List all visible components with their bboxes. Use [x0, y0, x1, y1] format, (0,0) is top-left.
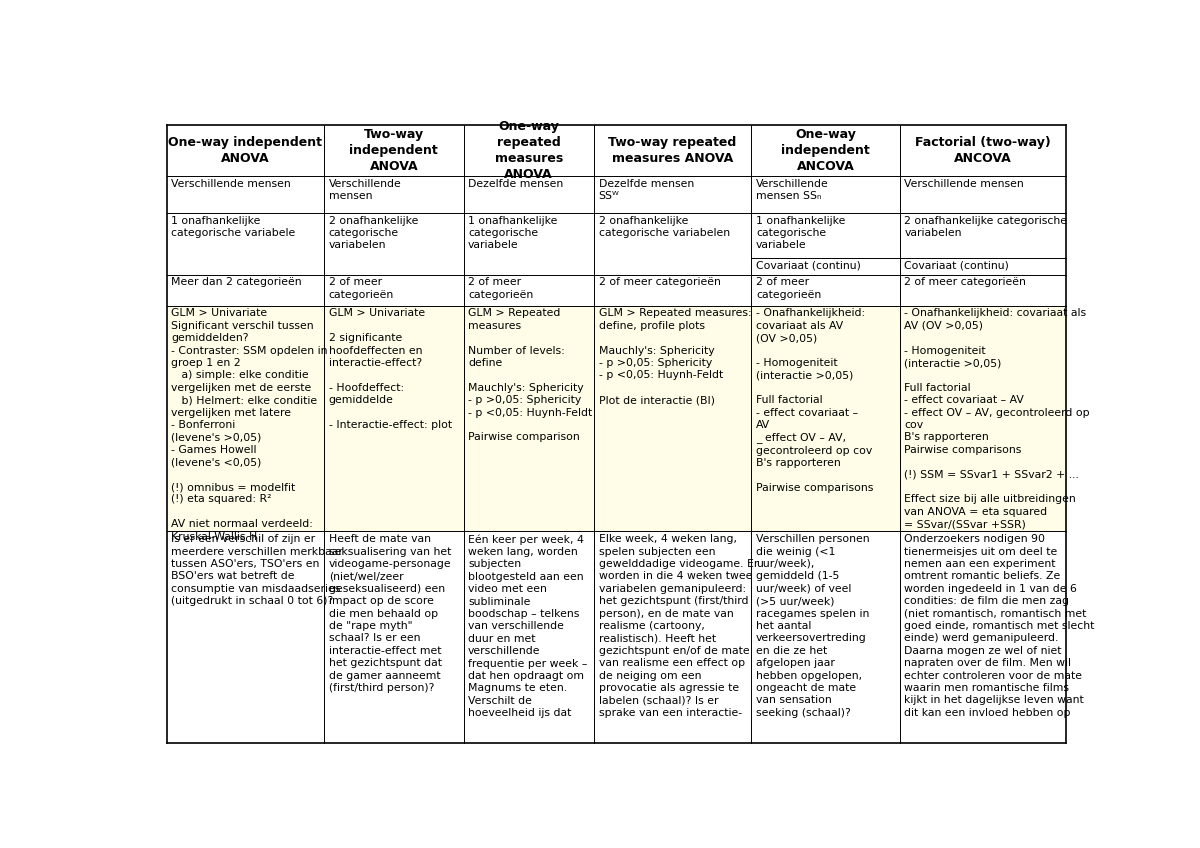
Text: Meer dan 2 categorieën: Meer dan 2 categorieën: [172, 277, 302, 287]
Text: GLM > Repeated
measures

Number of levels:
define

Mauchly's: Sphericity
- p >0,: GLM > Repeated measures Number of levels…: [468, 309, 593, 443]
Text: GLM > Univariate
Significant verschil tussen
gemiddelden?
- Contraster: SSM opde: GLM > Univariate Significant verschil tu…: [172, 309, 328, 542]
Text: Onderzoekers nodigen 90
tienermeisjes uit om deel te
nemen aan een experiment
om: Onderzoekers nodigen 90 tienermeisjes ui…: [905, 534, 1094, 717]
Text: One-way
independent
ANCOVA: One-way independent ANCOVA: [781, 128, 870, 173]
Text: 2 of meer categorieën: 2 of meer categorieën: [905, 277, 1026, 287]
Text: Verschillende mensen: Verschillende mensen: [905, 179, 1024, 188]
Text: Two-way repeated
measures ANOVA: Two-way repeated measures ANOVA: [608, 136, 737, 165]
Text: Dezelfde mensen: Dezelfde mensen: [468, 179, 564, 188]
Text: GLM > Repeated measures:
define, profile plots

Mauchly's: Sphericity
- p >0,05:: GLM > Repeated measures: define, profile…: [599, 309, 751, 405]
Bar: [167, 213, 1066, 275]
Text: Heeft de mate van
seksualisering van het
videogame-personage
(niet/wel/zeer
gese: Heeft de mate van seksualisering van het…: [329, 534, 451, 693]
Text: 2 onafhankelijke categorische
variabelen: 2 onafhankelijke categorische variabelen: [905, 215, 1067, 238]
Text: Verschillende mensen: Verschillende mensen: [172, 179, 292, 188]
Text: 2 of meer
categorieën: 2 of meer categorieën: [468, 277, 534, 300]
Text: 2 onafhankelijke
categorische variabelen: 2 onafhankelijke categorische variabelen: [599, 215, 730, 238]
Bar: [167, 306, 1066, 532]
Text: Is er een verschil of zijn er
meerdere verschillen merkbaar
tussen ASO'ers, TSO': Is er een verschil of zijn er meerdere v…: [172, 534, 343, 606]
Text: 2 of meer
categorieën: 2 of meer categorieën: [756, 277, 821, 300]
Text: - Onafhankelijkheid: covariaat als
AV (OV >0,05)

- Homogeniteit
(interactie >0,: - Onafhankelijkheid: covariaat als AV (O…: [905, 309, 1090, 529]
Text: GLM > Univariate

2 significante
hoofdeffecten en
interactie-effect?

- Hoofdeff: GLM > Univariate 2 significante hoofdeff…: [329, 309, 452, 430]
Bar: [167, 532, 1066, 743]
Text: 1 onafhankelijke
categorische
variabele: 1 onafhankelijke categorische variabele: [468, 215, 558, 250]
Text: Covariaat (continu): Covariaat (continu): [905, 260, 1009, 271]
Text: One-way independent
ANOVA: One-way independent ANOVA: [168, 136, 323, 165]
Bar: [167, 275, 1066, 306]
Text: Two-way
independent
ANOVA: Two-way independent ANOVA: [349, 128, 438, 173]
Text: Elke week, 4 weken lang,
spelen subjecten een
gewelddadige videogame. Er
worden : Elke week, 4 weken lang, spelen subjecte…: [599, 534, 758, 717]
Text: Verschillen personen
die weinig (<1
uur/week),
gemiddeld (1-5
uur/week) of veel
: Verschillen personen die weinig (<1 uur/…: [756, 534, 870, 717]
Text: 2 onafhankelijke
categorische
variabelen: 2 onafhankelijke categorische variabelen: [329, 215, 418, 250]
Text: Covariaat (continu): Covariaat (continu): [756, 260, 860, 271]
Bar: [167, 125, 1066, 176]
Text: Verschillende
mensen: Verschillende mensen: [329, 179, 402, 201]
Text: Dezelfde mensen
SSᵂ: Dezelfde mensen SSᵂ: [599, 179, 694, 201]
Text: Verschillende
mensen SSₙ: Verschillende mensen SSₙ: [756, 179, 829, 201]
Text: 2 of meer categorieën: 2 of meer categorieën: [599, 277, 720, 287]
Text: Eén keer per week, 4
weken lang, worden
subjecten
blootgesteld aan een
video met: Eén keer per week, 4 weken lang, worden …: [468, 534, 588, 718]
Text: Factorial (two-way)
ANCOVA: Factorial (two-way) ANCOVA: [914, 136, 1051, 165]
Text: 1 onafhankelijke
categorische
variabele: 1 onafhankelijke categorische variabele: [756, 215, 845, 250]
Text: 2 of meer
categorieën: 2 of meer categorieën: [329, 277, 394, 300]
Text: One-way
repeated
measures
ANOVA: One-way repeated measures ANOVA: [494, 120, 563, 181]
Text: 1 onafhankelijke
categorische variabele: 1 onafhankelijke categorische variabele: [172, 215, 295, 238]
Bar: [167, 176, 1066, 213]
Text: - Onafhankelijkheid:
covariaat als AV
(OV >0,05)

- Homogeniteit
(interactie >0,: - Onafhankelijkheid: covariaat als AV (O…: [756, 309, 874, 493]
